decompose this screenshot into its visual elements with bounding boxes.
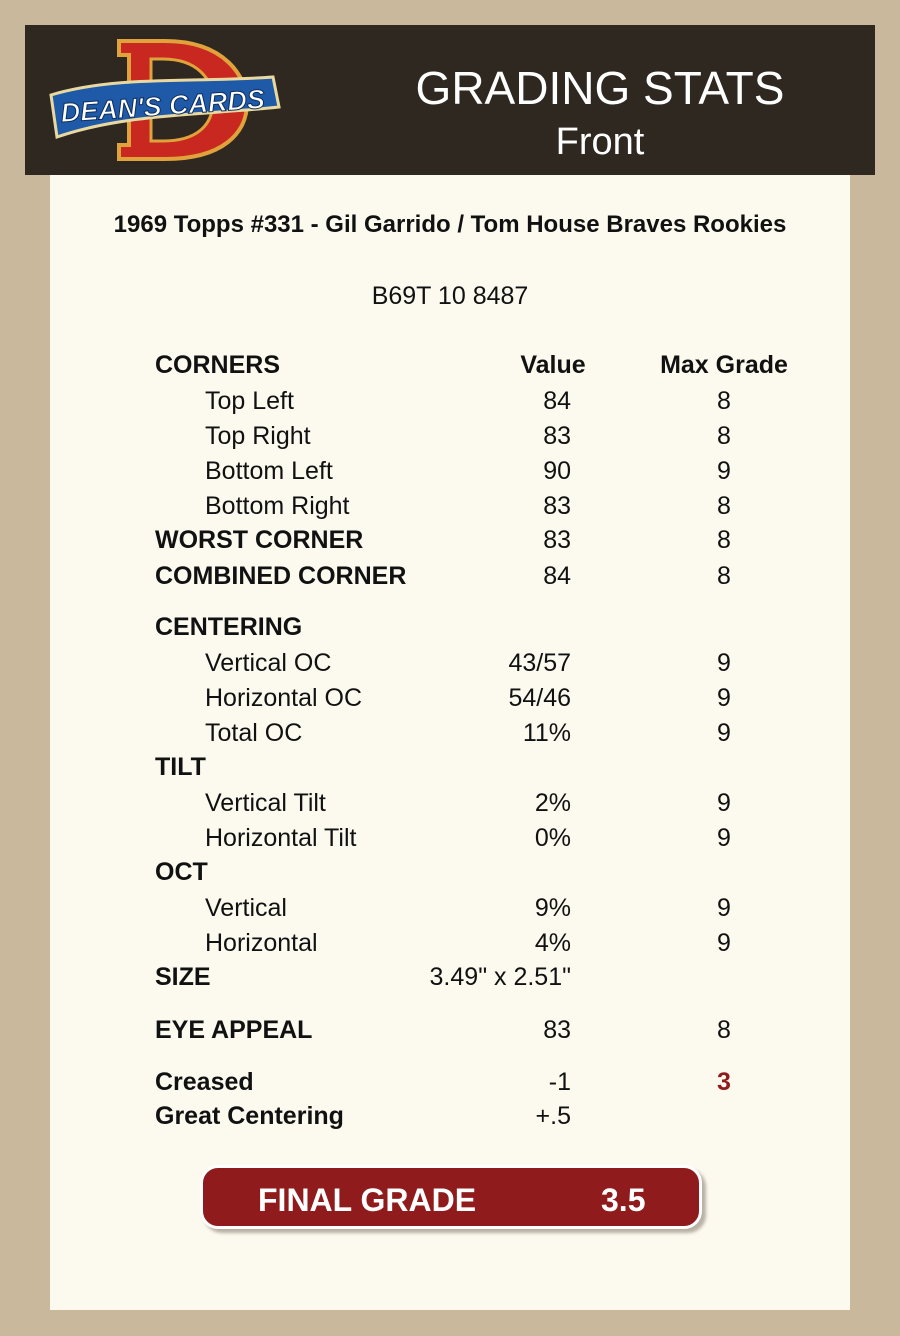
value-cell: 43/57 (508, 649, 571, 677)
value-cell: +.5 (535, 1102, 571, 1130)
max-grade-cell: 9 (717, 929, 731, 957)
item-label: Horizontal (205, 929, 318, 957)
item-label: Horizontal Tilt (205, 824, 357, 852)
max-grade-cell: 9 (717, 457, 731, 485)
max-grade-cell: 9 (717, 719, 731, 747)
max-grade-cell: 9 (717, 824, 731, 852)
value-cell: 83 (543, 1016, 571, 1044)
value-cell: 90 (543, 457, 571, 485)
item-label: Top Left (205, 387, 294, 415)
item-label: Vertical Tilt (205, 789, 326, 817)
item-label: Total OC (205, 719, 303, 747)
value-cell: 84 (543, 562, 571, 590)
section-label: COMBINED CORNER (155, 562, 407, 590)
value-cell: 83 (543, 422, 571, 450)
item-label: Horizontal OC (205, 684, 362, 712)
value-cell: 3.49" x 2.51" (429, 963, 571, 991)
max-grade-cell: 8 (717, 492, 731, 520)
max-grade-cell: 9 (717, 789, 731, 817)
value-cell: -1 (548, 1068, 571, 1096)
value-cell: 4% (534, 929, 571, 957)
logo: DEAN'S CARDS (49, 39, 281, 161)
value-cell: 84 (543, 387, 571, 415)
max-grade-cell: 9 (717, 684, 731, 712)
final-grade-label: FINAL GRADE (258, 1182, 477, 1218)
section-label: Great Centering (155, 1102, 344, 1130)
value-cell: 11% (522, 719, 571, 747)
cert-number: B69T 10 8487 (371, 282, 529, 310)
section-label: CENTERING (155, 613, 303, 641)
section-label: WORST CORNER (155, 526, 364, 554)
value-cell: 2% (534, 789, 571, 817)
section-label: TILT (155, 753, 206, 781)
item-label: Bottom Left (205, 457, 333, 485)
stats-panel (50, 175, 850, 1310)
column-header: Max Grade (660, 351, 788, 379)
value-cell: 9% (534, 894, 571, 922)
max-grade-cell: 8 (717, 526, 731, 554)
value-cell: 54/46 (508, 684, 571, 712)
max-grade-cell: 8 (717, 422, 731, 450)
value-cell: 0% (534, 824, 571, 852)
section-label: OCT (155, 858, 208, 886)
final-grade-box: FINAL GRADE 3.5 (200, 1165, 702, 1229)
item-label: Vertical OC (205, 649, 332, 677)
max-grade-cell: 8 (717, 1016, 731, 1044)
max-grade-cell: 3 (717, 1068, 731, 1096)
card-name: 1969 Topps #331 - Gil Garrido / Tom Hous… (113, 211, 787, 238)
section-label: EYE APPEAL (155, 1016, 313, 1044)
final-grade-value: 3.5 (601, 1182, 646, 1218)
max-grade-cell: 8 (717, 387, 731, 415)
header-bar: DEAN'S CARDS GRADING STATS Front (25, 25, 875, 175)
max-grade-cell: 9 (717, 649, 731, 677)
value-cell: 83 (543, 526, 571, 554)
max-grade-cell: 8 (717, 562, 731, 590)
item-label: Vertical (205, 894, 287, 922)
section-label: CORNERS (155, 351, 281, 379)
section-label: Creased (155, 1068, 254, 1096)
value-cell: 83 (543, 492, 571, 520)
page-title: GRADING STATS (415, 62, 785, 114)
item-label: Top Right (205, 422, 311, 450)
page-subtitle: Front (555, 121, 645, 163)
max-grade-cell: 9 (717, 894, 731, 922)
section-label: SIZE (155, 963, 211, 991)
column-header: Value (520, 351, 586, 379)
item-label: Bottom Right (205, 492, 350, 520)
